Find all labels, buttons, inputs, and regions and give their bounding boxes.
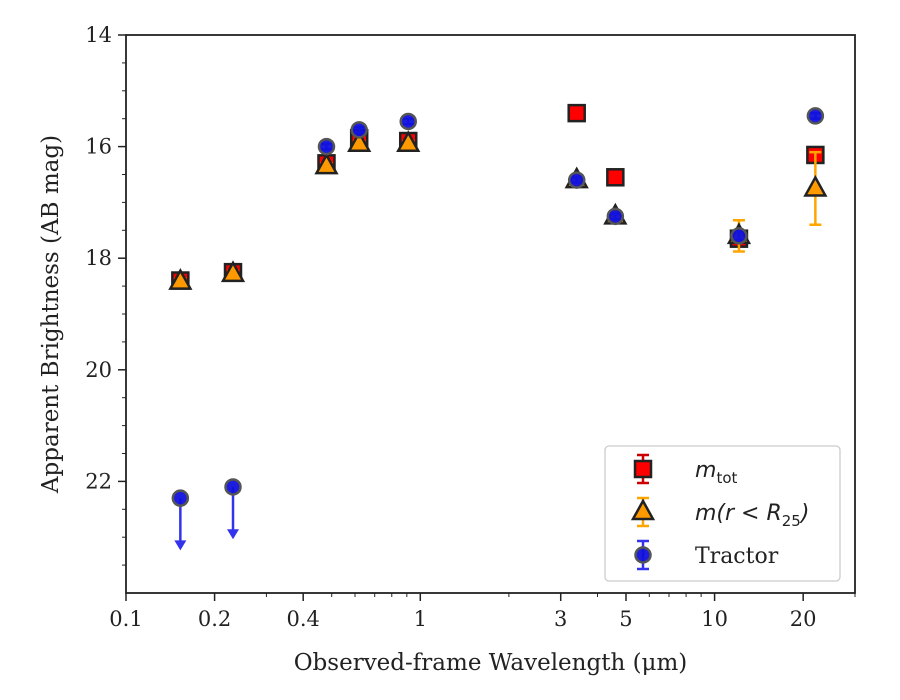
data-point (350, 121, 368, 139)
data-point (347, 130, 372, 153)
x-tick-label: 3 (554, 607, 567, 631)
legend: mtot m(r < R25) Tractor (604, 445, 841, 582)
y-tick-label: 20 (85, 358, 112, 382)
legend-label-main: m(r < R (695, 501, 782, 526)
upper-limit-arrow-head (227, 529, 240, 540)
data-point (803, 174, 828, 197)
y-tick-label: 18 (85, 246, 112, 270)
legend-box (604, 445, 841, 582)
x-tick-label: 1 (414, 607, 427, 631)
series-2 (171, 107, 825, 551)
legend-label-tail: ) (799, 501, 810, 526)
legend-label: m(r < R25) (695, 501, 809, 530)
data-point (567, 171, 586, 189)
data-point (606, 168, 625, 187)
data-point (171, 489, 190, 507)
legend-label-subscript: tot (716, 469, 737, 487)
y-tick-label: 22 (85, 469, 112, 493)
data-marks (168, 103, 828, 551)
x-tick-label: 5 (619, 607, 632, 631)
legend-label-subscript: 25 (782, 512, 801, 530)
legend-marker (634, 546, 652, 564)
data-point (396, 130, 421, 153)
data-point (220, 260, 246, 283)
x-tick-label: 0.4 (286, 607, 319, 631)
axes: 0.1 0.2 0.4 1 3 5 10 20 14 16 18 20 22 (85, 23, 856, 631)
x-tick-label: 0.1 (109, 607, 142, 631)
data-point (567, 103, 586, 123)
x-axis-label: Observed-frame Wavelength (μm) (294, 650, 688, 676)
legend-label-main: m (695, 458, 716, 483)
data-point (399, 112, 417, 131)
y-axis-label: Apparent Brightness (AB mag) (38, 135, 64, 494)
data-point (806, 107, 825, 125)
y-tick-label: 14 (85, 23, 112, 47)
series-1 (168, 130, 828, 290)
x-tick-label: 10 (701, 607, 728, 631)
upper-limit-arrow-head (174, 540, 187, 551)
x-tick-label: 0.2 (198, 607, 231, 631)
legend-label: mtot (695, 458, 737, 487)
legend-marker (633, 459, 653, 479)
series-0 (171, 103, 825, 290)
data-point (224, 478, 242, 496)
x-tick-label: 20 (790, 607, 817, 631)
legend-marker (630, 498, 656, 521)
legend-label: Tractor (695, 544, 779, 569)
data-point (314, 152, 339, 175)
data-point (317, 137, 336, 156)
data-point (730, 227, 748, 245)
y-tick-label: 16 (85, 135, 112, 159)
data-point (606, 207, 625, 226)
data-point (168, 268, 193, 290)
